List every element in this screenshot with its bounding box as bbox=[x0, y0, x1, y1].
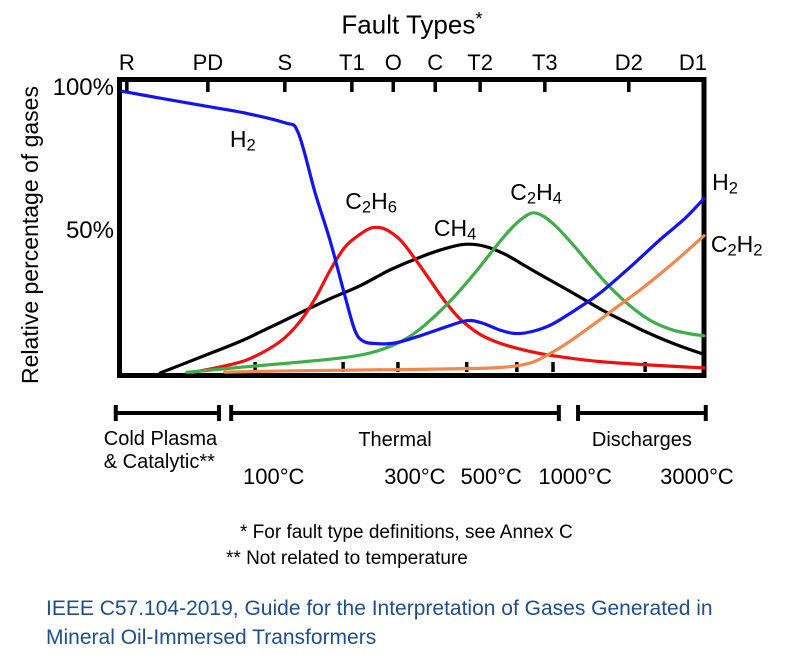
curve-label-c2h6: C2H6 bbox=[345, 187, 397, 217]
curve-label-h2: H2 bbox=[712, 169, 738, 198]
region-label-discharges: Discharges bbox=[591, 429, 692, 451]
fault-type-label-T2: T2 bbox=[467, 50, 493, 75]
chart-title: Fault Types* bbox=[341, 8, 483, 40]
y-tick-100: 100% bbox=[52, 74, 114, 101]
fault-type-label-D1: D1 bbox=[678, 50, 707, 75]
region-brackets bbox=[113, 405, 708, 421]
curve-label-c2h2: C2H2 bbox=[710, 230, 763, 260]
fault-type-label-O: O bbox=[384, 50, 402, 75]
temperature-label-300: 300°C bbox=[384, 464, 446, 489]
gas-curves bbox=[120, 89, 706, 375]
fault-type-label-PD: PD bbox=[192, 50, 224, 75]
fault-type-label-T1: T1 bbox=[339, 50, 365, 75]
y-tick-50: 50% bbox=[65, 217, 114, 244]
temperature-label-3000: 3000°C bbox=[660, 464, 734, 489]
fault-type-label-S: S bbox=[277, 50, 293, 75]
footnote-temperature: ** Not related to temperature bbox=[226, 548, 468, 569]
temperature-label-100: 100°C bbox=[243, 464, 305, 489]
c2h6-curve bbox=[191, 225, 706, 374]
fault-type-label-D2: D2 bbox=[614, 50, 643, 75]
ch4-curve bbox=[158, 242, 706, 375]
curve-label-ch4: CH4 bbox=[433, 215, 477, 244]
fault-type-label-T3: T3 bbox=[531, 50, 558, 75]
curve-label-c2h4: C2H4 bbox=[510, 179, 562, 208]
temperature-label-1000: 1000°C bbox=[538, 464, 612, 489]
fault-type-label-R: R bbox=[118, 50, 135, 75]
c2h4-curve bbox=[185, 211, 706, 374]
fault-type-label-C: C bbox=[427, 50, 444, 75]
region-label-cold-plasma: Cold Plasma & Catalytic** bbox=[103, 428, 218, 473]
c2h2-curve bbox=[223, 234, 706, 374]
curve-label-h2: H2 bbox=[229, 125, 256, 155]
region-label-thermal: Thermal bbox=[358, 429, 432, 451]
temperature-label-500: 500°C bbox=[460, 464, 522, 489]
h2-curve bbox=[120, 89, 706, 346]
plot-border bbox=[117, 77, 707, 378]
fault-type-tick-marks bbox=[125, 82, 631, 92]
source-caption: IEEE C57.104-2019, Guide for the Interpr… bbox=[46, 597, 713, 649]
footnote-fault-types: * For fault type definitions, see Annex … bbox=[240, 522, 573, 543]
